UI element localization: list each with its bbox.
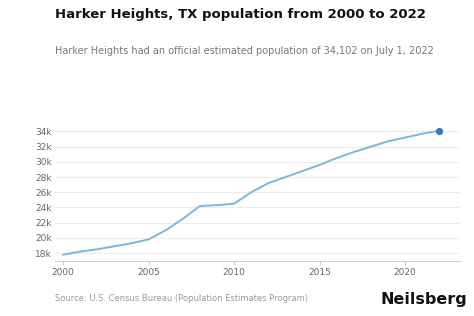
Point [436, 128, 443, 133]
Text: Source: U.S. Census Bureau (Population Estimates Program): Source: U.S. Census Bureau (Population E… [55, 295, 308, 303]
Text: Harker Heights, TX population from 2000 to 2022: Harker Heights, TX population from 2000 … [55, 8, 425, 21]
Text: Harker Heights had an official estimated population of 34,102 on July 1, 2022: Harker Heights had an official estimated… [55, 46, 433, 56]
Text: Neilsberg: Neilsberg [380, 292, 467, 307]
